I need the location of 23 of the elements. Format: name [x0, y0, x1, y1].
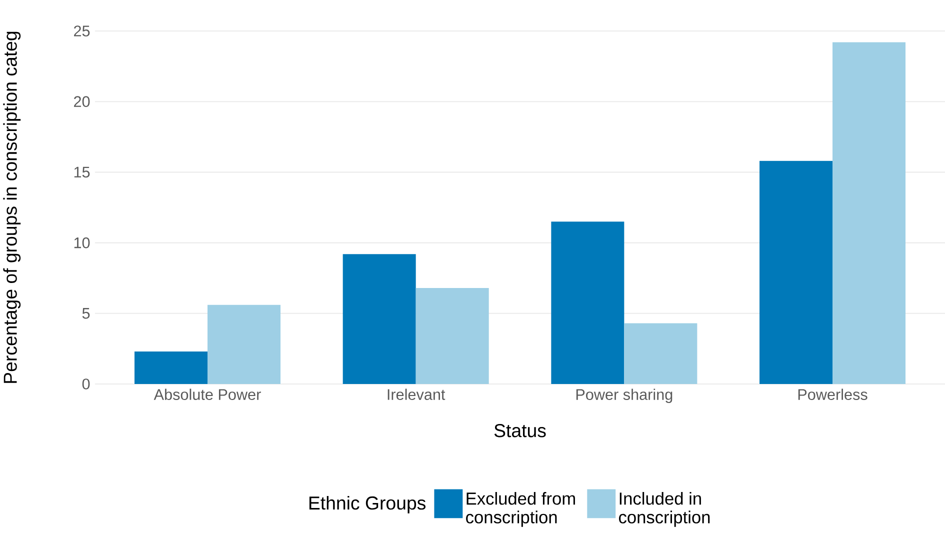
bar — [208, 304, 281, 384]
y-tick-label: 10 — [74, 237, 90, 248]
legend-label: Excluded from conscription — [466, 492, 575, 527]
bar — [760, 160, 833, 384]
legend-label: Included in conscription — [618, 492, 710, 527]
bar — [832, 42, 906, 384]
y-tick-label: 25 — [74, 26, 90, 36]
x-tick-label: Absolute Power — [154, 388, 261, 400]
y-tick-label: 20 — [74, 96, 90, 108]
x-tick-label: Power sharing — [576, 388, 672, 403]
bar — [342, 254, 416, 384]
x-tick-label: Irelevant — [388, 388, 446, 400]
y-axis-title: Percentage of groups in conscription categ — [3, 32, 21, 383]
bar — [551, 222, 624, 384]
bar — [134, 352, 208, 384]
y-tick-label: 5 — [82, 308, 90, 319]
bar — [624, 323, 698, 384]
x-axis-title: Status — [494, 424, 546, 438]
bar — [416, 288, 489, 384]
y-tick-label: 15 — [74, 166, 90, 178]
x-tick-label: Powerless — [798, 388, 868, 400]
legend-title: Ethnic Groups — [309, 496, 426, 514]
y-tick-label: 0 — [82, 378, 90, 390]
